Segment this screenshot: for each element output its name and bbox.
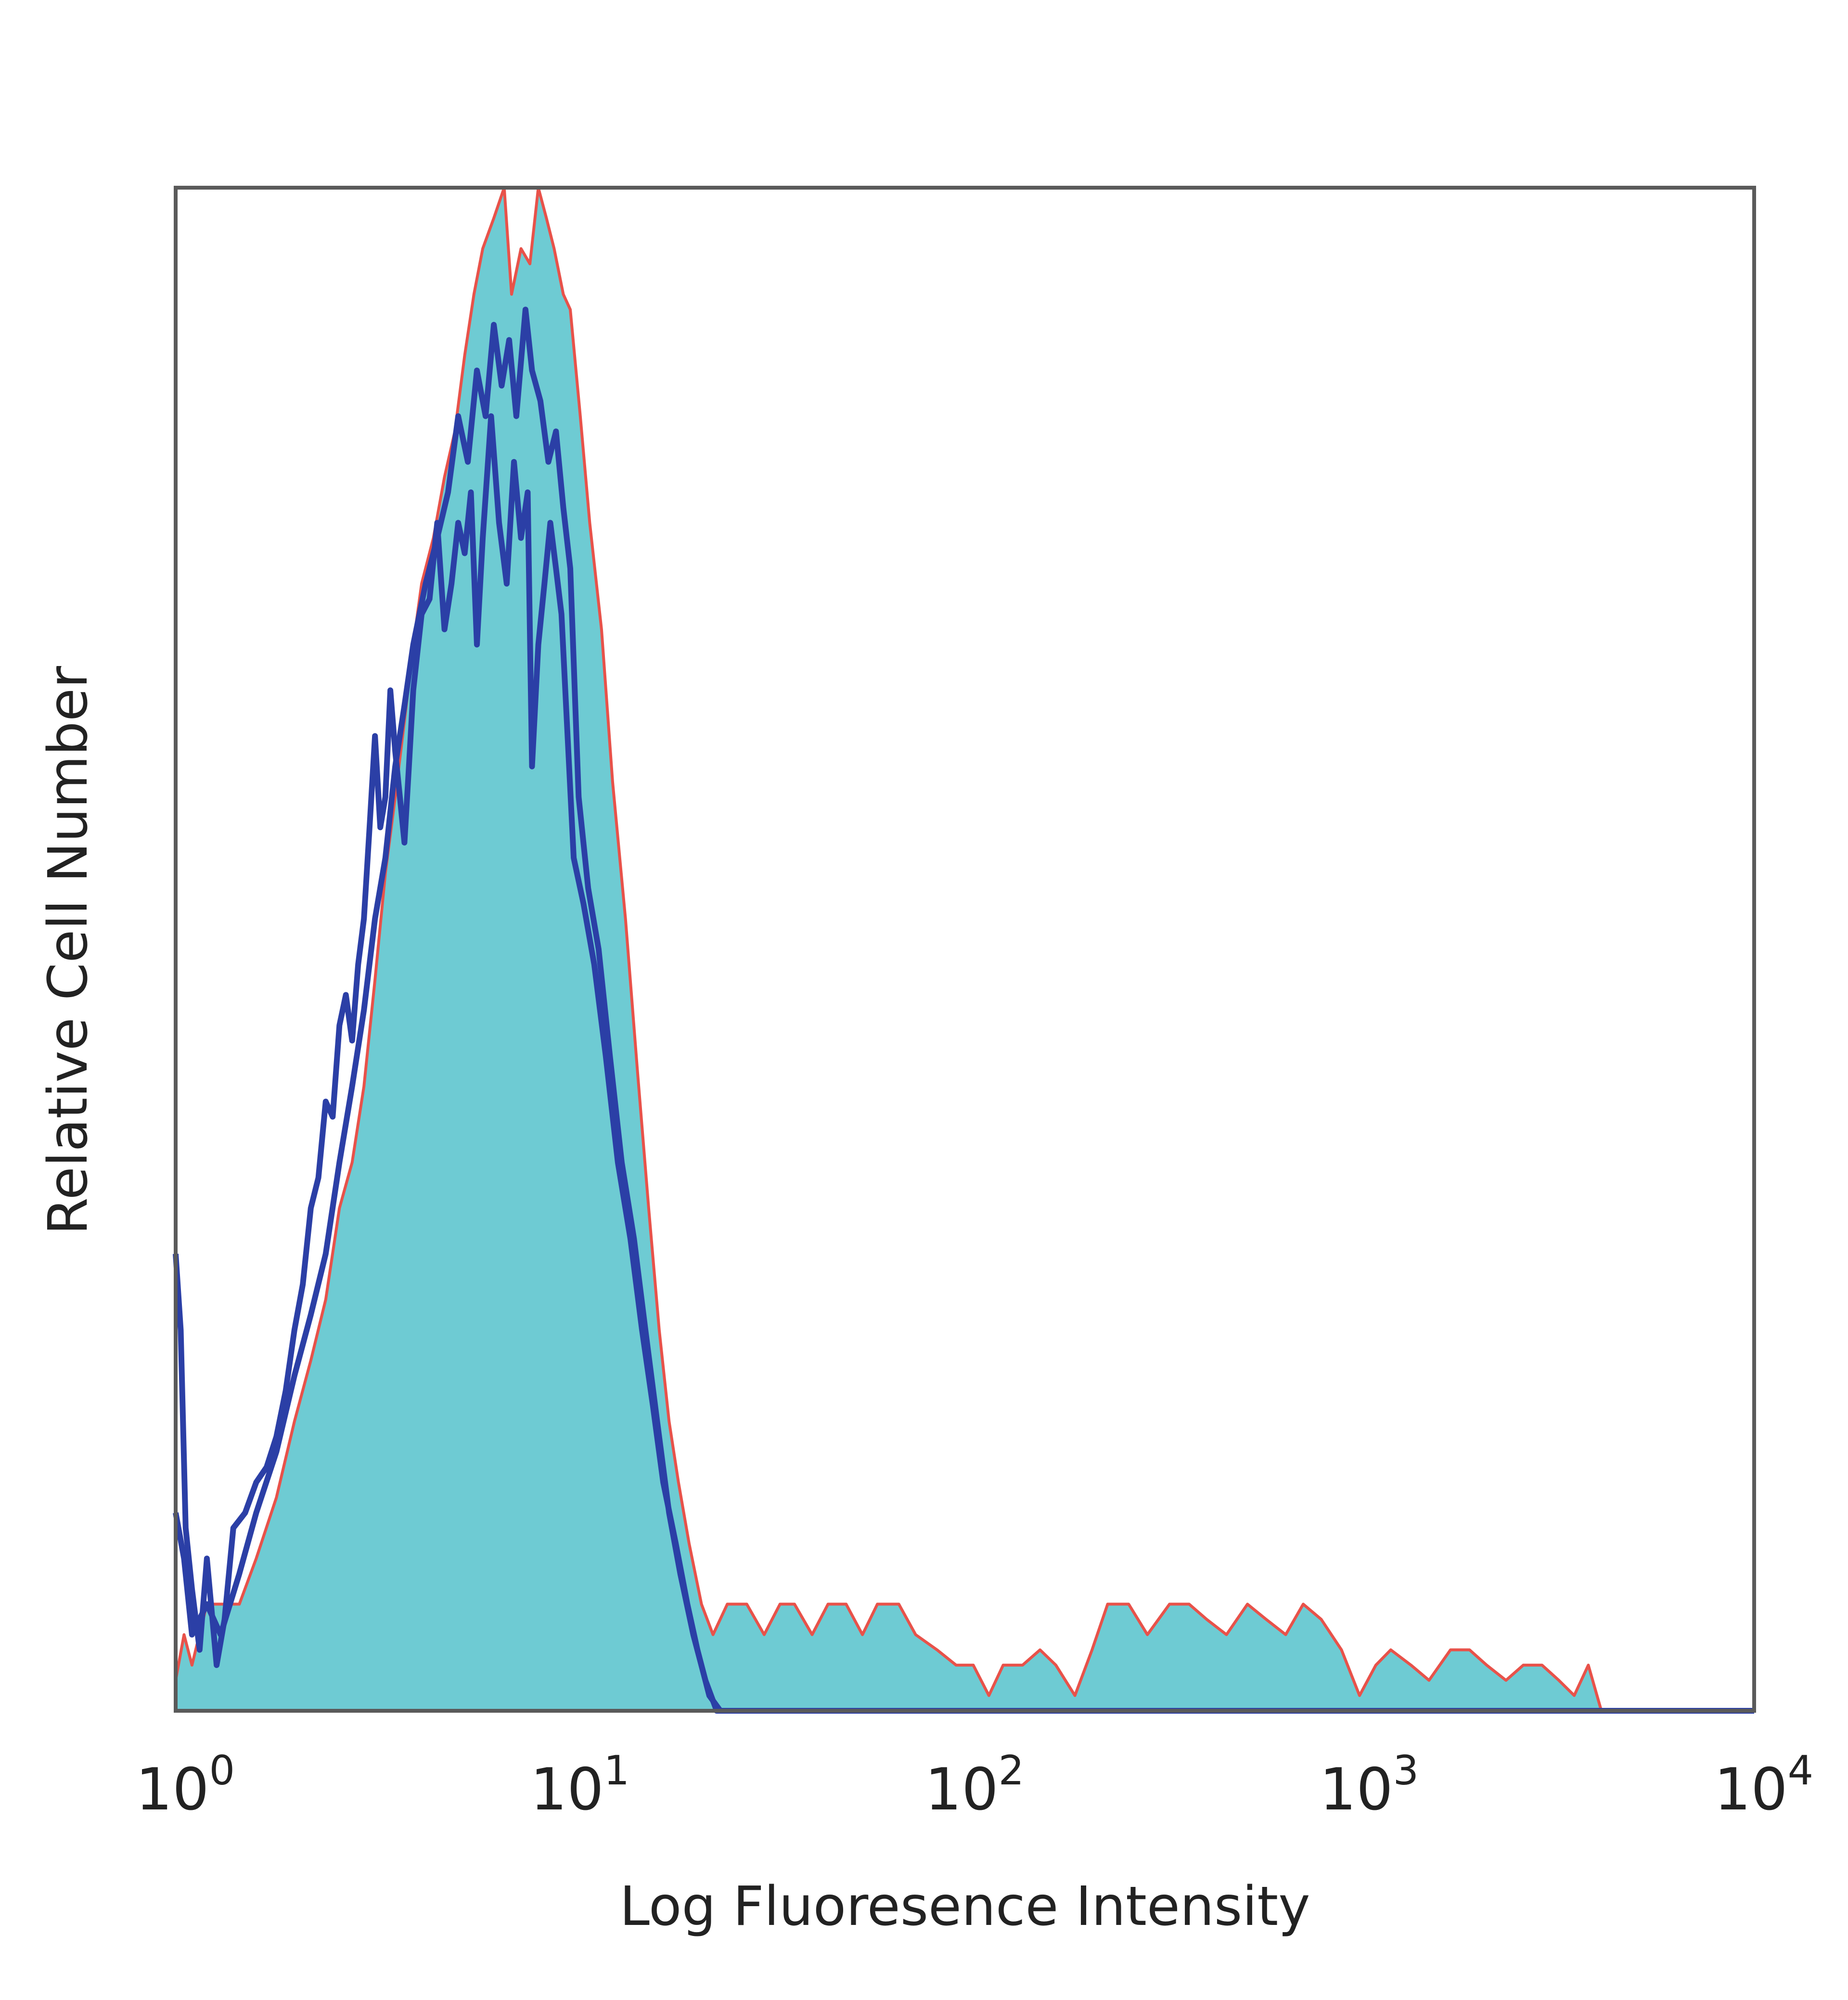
plot-frame — [174, 186, 1756, 1713]
plot-series — [173, 186, 1754, 1714]
x-tick-label-1: 101 — [530, 1747, 629, 1823]
x-tick-label-2: 102 — [925, 1747, 1024, 1823]
y-axis-label: Relative Cell Number — [37, 666, 100, 1235]
histogram-fill-0 — [176, 188, 1754, 1711]
x-tick-label-3: 103 — [1320, 1747, 1419, 1823]
x-tick-label-4: 104 — [1714, 1747, 1813, 1823]
histogram-outline-0 — [174, 186, 1754, 1712]
x-axis-label: Log Fluoresence Intensity — [620, 1875, 1310, 1938]
x-axis-ticks: 100 101 102 103 104 — [136, 1747, 1813, 1823]
histogram-line-2 — [173, 307, 1754, 1714]
x-tick-label-0: 100 — [136, 1747, 235, 1823]
histogram-line-1 — [173, 413, 1754, 1714]
